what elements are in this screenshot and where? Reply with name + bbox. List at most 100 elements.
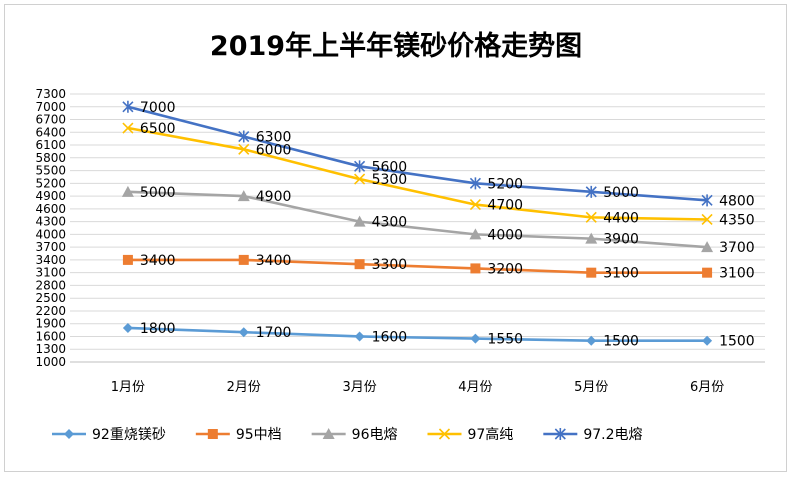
- data-point: [354, 259, 365, 270]
- y-tick-label: 6700: [35, 113, 66, 127]
- y-tick-label: 5200: [35, 176, 66, 190]
- x-tick-label: 2月份: [227, 380, 261, 395]
- data-point: [122, 100, 134, 113]
- y-tick-label: 7000: [35, 100, 66, 114]
- data-label: 5000: [140, 185, 176, 201]
- legend-marker: [438, 428, 451, 440]
- data-point: [701, 241, 714, 253]
- y-tick-label: 3400: [35, 253, 66, 267]
- series-line: [127, 258, 708, 274]
- data-point: [701, 194, 713, 207]
- chart-frame: [4, 4, 787, 472]
- legend-marker: [207, 429, 218, 439]
- data-point: [238, 143, 250, 155]
- y-axis: 1000130016001900220025002800310034003700…: [35, 87, 66, 369]
- data-point: [354, 173, 366, 185]
- x-tick-label: 4月份: [458, 380, 492, 395]
- y-tick-label: 5500: [35, 164, 66, 178]
- data-point: [702, 335, 713, 346]
- data-label: 3100: [603, 266, 639, 282]
- chart-title: 2019年上半年镁砂价格走势图: [210, 30, 582, 62]
- series-line: [127, 326, 708, 343]
- data-label: 1800: [140, 321, 176, 337]
- y-tick-label: 2500: [35, 291, 66, 305]
- y-tick-label: 6100: [35, 138, 66, 152]
- data-point: [701, 213, 713, 226]
- data-label: 6300: [256, 130, 292, 146]
- data-label: 1500: [603, 334, 639, 350]
- data-point: [585, 211, 597, 223]
- x-tick-label: 3月份: [342, 380, 376, 395]
- y-tick-label: 6400: [35, 125, 66, 139]
- data-point: [353, 215, 366, 227]
- series-layer: [121, 100, 714, 346]
- data-label: 3100: [719, 266, 755, 282]
- data-label: 1600: [372, 329, 408, 345]
- data-point: [702, 267, 713, 278]
- data-label: 4400: [603, 210, 639, 226]
- data-label: 4350: [719, 212, 755, 228]
- data-label: 4800: [719, 193, 755, 209]
- data-point: [470, 263, 481, 274]
- legend-label: 97.2电熔: [583, 427, 642, 443]
- y-tick-label: 3100: [35, 266, 66, 280]
- legend-marker: [322, 428, 335, 439]
- data-label: 6500: [140, 121, 176, 137]
- data-label: 5300: [372, 172, 408, 188]
- data-label: 4700: [487, 198, 523, 214]
- y-tick-label: 4000: [35, 227, 66, 241]
- data-point: [238, 327, 249, 338]
- y-tick-label: 1900: [35, 317, 66, 331]
- data-label: 5600: [372, 159, 408, 175]
- data-label: 3200: [487, 261, 523, 277]
- y-tick-label: 4600: [35, 202, 66, 216]
- y-tick-label: 1300: [35, 342, 66, 356]
- x-axis: 1月份 2月份 3月份 4月份 5月份 6月份: [111, 380, 724, 395]
- legend-label: 97高纯: [467, 426, 513, 443]
- y-tick-label: 1600: [35, 329, 66, 343]
- legend-marker: [64, 429, 74, 439]
- data-label: 3900: [603, 232, 639, 248]
- data-point: [354, 331, 365, 342]
- y-tick-label: 4300: [35, 215, 66, 229]
- data-point: [469, 228, 482, 240]
- y-tick-label: 2800: [35, 278, 66, 292]
- data-point: [122, 122, 134, 134]
- data-point: [585, 185, 597, 198]
- series-line: [127, 126, 708, 221]
- data-label: 6000: [256, 142, 292, 158]
- y-tick-label: 7300: [35, 87, 66, 101]
- data-label: 7000: [140, 100, 176, 116]
- data-label: 1550: [487, 332, 523, 348]
- legend-label: 96电熔: [352, 427, 398, 443]
- y-tick-label: 2200: [35, 304, 66, 318]
- data-point: [585, 232, 598, 244]
- x-tick-label: 5月份: [574, 380, 608, 395]
- data-label: 4900: [256, 189, 292, 205]
- data-label: 3400: [256, 253, 292, 269]
- data-point: [469, 199, 481, 211]
- x-tick-label: 1月份: [111, 380, 145, 395]
- y-tick-label: 1000: [35, 355, 66, 369]
- series-line: [127, 105, 708, 202]
- data-label: 4000: [487, 227, 523, 243]
- data-label: 1500: [719, 334, 755, 350]
- legend: 92重烧镁砂 95中档 96电熔 97高纯 97.2电熔: [52, 426, 642, 443]
- data-point: [237, 190, 250, 202]
- y-tick-label: 4900: [35, 189, 66, 203]
- data-point: [470, 333, 481, 344]
- data-point: [586, 335, 597, 346]
- legend-label: 95中档: [236, 427, 282, 443]
- data-label: 1700: [256, 325, 292, 341]
- data-point: [586, 267, 597, 278]
- data-point: [122, 322, 133, 333]
- data-labels: 1800 1700 1600 1550 1500 1500 3400 3400 3300 3200…: [140, 100, 755, 350]
- data-point: [121, 185, 134, 197]
- x-tick-label: 6月份: [690, 380, 724, 395]
- data-point: [238, 130, 250, 143]
- data-label: 3700: [719, 240, 755, 256]
- y-tick-label: 3700: [35, 240, 66, 254]
- data-point: [122, 254, 133, 265]
- data-point: [354, 160, 366, 173]
